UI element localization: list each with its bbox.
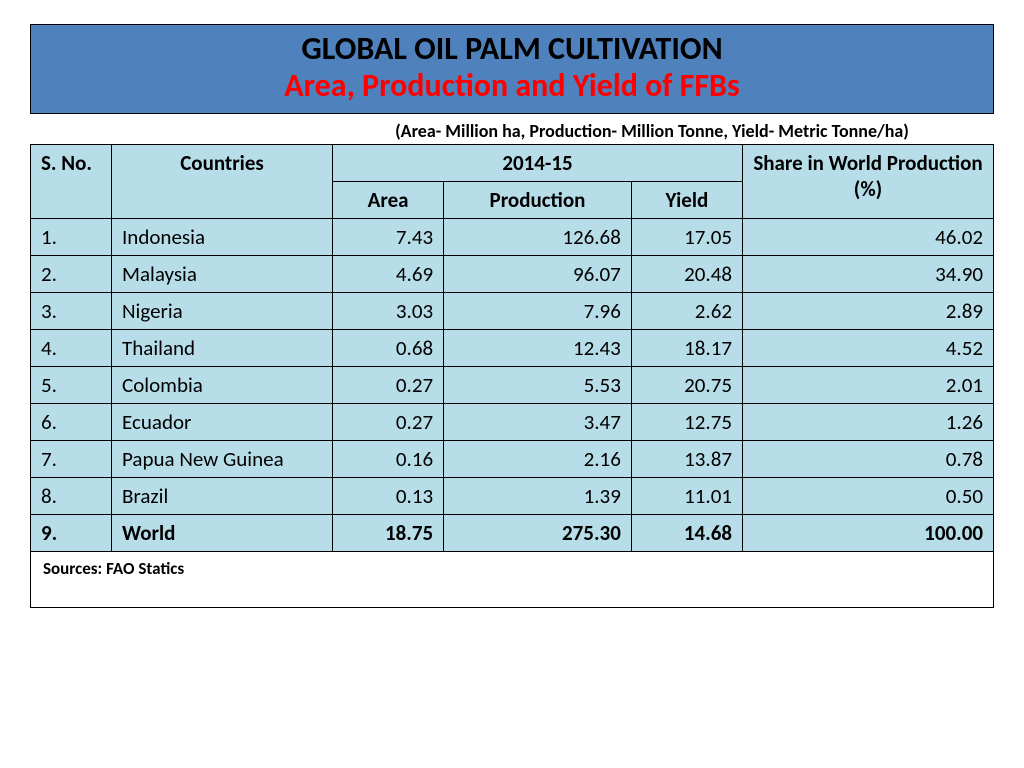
cell-yield: 2.62 (631, 292, 742, 329)
cell-area: 0.27 (333, 403, 444, 440)
col-period: 2014-15 (333, 144, 743, 181)
cell-production: 2.16 (444, 440, 632, 477)
cell-sno: 6. (31, 403, 112, 440)
cell-yield: 14.68 (631, 514, 742, 551)
col-countries: Countries (112, 144, 333, 218)
table-row: 5.Colombia0.275.5320.752.01 (31, 366, 994, 403)
cell-area: 0.68 (333, 329, 444, 366)
cell-sno: 8. (31, 477, 112, 514)
cell-yield: 11.01 (631, 477, 742, 514)
cell-production: 7.96 (444, 292, 632, 329)
cell-area: 18.75 (333, 514, 444, 551)
cell-yield: 20.75 (631, 366, 742, 403)
cell-production: 96.07 (444, 255, 632, 292)
cell-yield: 13.87 (631, 440, 742, 477)
table-row: 7.Papua New Guinea0.162.1613.870.78 (31, 440, 994, 477)
cell-production: 126.68 (444, 218, 632, 255)
cell-share: 34.90 (743, 255, 994, 292)
cell-area: 0.27 (333, 366, 444, 403)
col-area: Area (333, 181, 444, 218)
cell-share: 1.26 (743, 403, 994, 440)
table-row: 2.Malaysia4.6996.0720.4834.90 (31, 255, 994, 292)
cell-country: Thailand (112, 329, 333, 366)
cell-country: Ecuador (112, 403, 333, 440)
cell-production: 12.43 (444, 329, 632, 366)
cell-yield: 20.48 (631, 255, 742, 292)
cell-share: 2.01 (743, 366, 994, 403)
cell-share: 0.78 (743, 440, 994, 477)
data-table: S. No. Countries 2014-15 Share in World … (30, 144, 994, 608)
cell-area: 4.69 (333, 255, 444, 292)
cell-share: 4.52 (743, 329, 994, 366)
cell-sno: 1. (31, 218, 112, 255)
cell-country: Papua New Guinea (112, 440, 333, 477)
cell-sno: 7. (31, 440, 112, 477)
table-row: 6.Ecuador0.273.4712.751.26 (31, 403, 994, 440)
col-share: Share in World Production (%) (743, 144, 994, 218)
cell-area: 7.43 (333, 218, 444, 255)
sources: Sources: FAO Statics (31, 551, 994, 607)
cell-country: Malaysia (112, 255, 333, 292)
units-note: (Area- Million ha, Production- Million T… (30, 120, 994, 142)
cell-country: Nigeria (112, 292, 333, 329)
cell-share: 100.00 (743, 514, 994, 551)
cell-share: 46.02 (743, 218, 994, 255)
cell-sno: 9. (31, 514, 112, 551)
cell-sno: 5. (31, 366, 112, 403)
cell-production: 5.53 (444, 366, 632, 403)
title-line1: GLOBAL OIL PALM CULTIVATION (31, 31, 993, 68)
cell-sno: 3. (31, 292, 112, 329)
table-row: 9.World18.75275.3014.68100.00 (31, 514, 994, 551)
cell-area: 0.13 (333, 477, 444, 514)
table-row: 4.Thailand0.6812.4318.174.52 (31, 329, 994, 366)
title-line2: Area, Production and Yield of FFBs (31, 68, 993, 105)
table-row: 1.Indonesia7.43126.6817.0546.02 (31, 218, 994, 255)
cell-share: 2.89 (743, 292, 994, 329)
table-row: 8.Brazil0.131.3911.010.50 (31, 477, 994, 514)
col-sno: S. No. (31, 144, 112, 218)
cell-yield: 17.05 (631, 218, 742, 255)
cell-sno: 4. (31, 329, 112, 366)
cell-production: 1.39 (444, 477, 632, 514)
cell-yield: 18.17 (631, 329, 742, 366)
cell-production: 3.47 (444, 403, 632, 440)
cell-country: World (112, 514, 333, 551)
title-box: GLOBAL OIL PALM CULTIVATION Area, Produc… (30, 24, 994, 114)
cell-country: Indonesia (112, 218, 333, 255)
cell-sno: 2. (31, 255, 112, 292)
cell-country: Brazil (112, 477, 333, 514)
cell-production: 275.30 (444, 514, 632, 551)
cell-area: 3.03 (333, 292, 444, 329)
col-production: Production (444, 181, 632, 218)
col-yield: Yield (631, 181, 742, 218)
cell-yield: 12.75 (631, 403, 742, 440)
cell-area: 0.16 (333, 440, 444, 477)
table-row: 3.Nigeria3.037.962.622.89 (31, 292, 994, 329)
cell-share: 0.50 (743, 477, 994, 514)
cell-country: Colombia (112, 366, 333, 403)
